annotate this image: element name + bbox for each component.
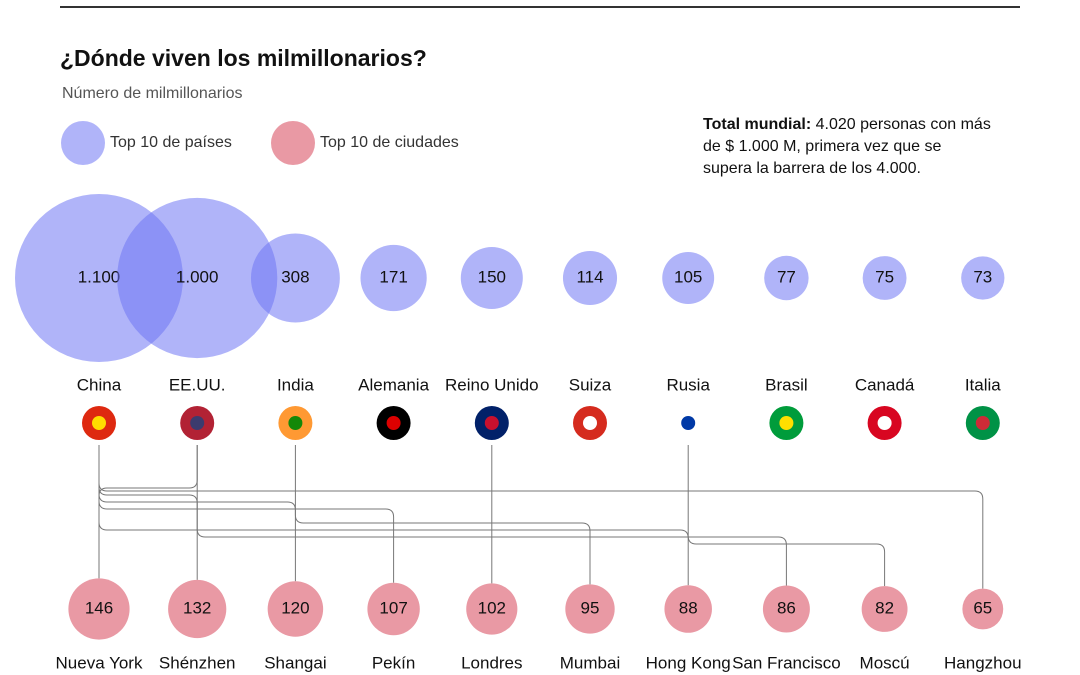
value-label: 120 (281, 598, 309, 617)
value-label: 77 (777, 267, 796, 286)
category-label: Brasil (765, 375, 808, 394)
flag-emblem (583, 416, 597, 430)
value-label: 102 (478, 598, 506, 617)
bubble (367, 582, 420, 636)
bubble (662, 252, 715, 304)
bubble (961, 256, 1005, 300)
bubble (962, 588, 1004, 630)
bubble (764, 255, 809, 301)
category-label: Suiza (569, 375, 612, 394)
legend-label: Top 10 de países (110, 134, 232, 151)
value-label: 308 (281, 267, 309, 286)
value-label: 95 (581, 598, 600, 617)
category-label: Shangai (264, 653, 326, 672)
category-label: Italia (965, 375, 1001, 394)
bubble (250, 233, 340, 323)
value-label: 132 (183, 598, 211, 617)
bubble (862, 256, 907, 300)
bubble (267, 581, 324, 637)
bubble (562, 250, 618, 306)
note-label: Total mundial: (703, 116, 812, 133)
value-label: 105 (674, 267, 702, 286)
flag-emblem (288, 416, 303, 430)
flag (573, 406, 607, 440)
flag-emblem (190, 416, 205, 430)
category-label: Canadá (855, 375, 915, 394)
value-label: 65 (973, 598, 992, 617)
connector (294, 445, 591, 585)
category-label: India (277, 375, 314, 394)
category-label: Hangzhou (944, 653, 1022, 672)
chart-subtitle: Número de milmillonarios (62, 85, 243, 102)
category-label: Hong Kong (646, 653, 731, 672)
connector (196, 445, 787, 586)
bubble (168, 579, 227, 639)
flag (180, 406, 215, 440)
value-label: 1.000 (176, 267, 219, 286)
chart-title: ¿Dónde viven los milmillonarios? (60, 45, 427, 71)
category-label: EE.UU. (169, 375, 226, 394)
value-label: 73 (973, 267, 992, 286)
value-label: 75 (875, 267, 894, 286)
value-label: 82 (875, 598, 894, 617)
connector (98, 445, 198, 579)
value-label: 107 (379, 598, 407, 617)
flag-emblem (975, 416, 990, 430)
legend-swatch (271, 121, 315, 165)
bubble (861, 586, 908, 632)
category-label: Nueva York (56, 653, 143, 672)
flag-emblem (779, 416, 794, 430)
flag (474, 406, 509, 440)
category-label: Moscú (860, 653, 910, 672)
bubble (460, 246, 523, 310)
flag-emblem (92, 416, 106, 430)
flag (671, 406, 706, 440)
category-label: Reino Unido (445, 375, 539, 394)
value-label: 88 (679, 598, 698, 617)
value-label: 171 (379, 267, 407, 286)
note: Total mundial: 4.020 personas con más de… (703, 114, 993, 180)
bubble (68, 578, 130, 640)
value-label: 114 (576, 267, 603, 286)
flag (769, 406, 804, 440)
flag (376, 406, 411, 440)
category-label: Shénzhen (159, 653, 236, 672)
category-label: Rusia (666, 375, 710, 394)
connector (98, 445, 198, 580)
category-label: China (77, 375, 122, 394)
flag (867, 406, 902, 440)
legend-label: Top 10 de ciudades (320, 134, 459, 151)
flag-emblem (386, 416, 401, 430)
value-label: 146 (85, 598, 113, 617)
connector (98, 445, 984, 589)
value-label: 86 (777, 598, 796, 617)
value-label: 1.100 (78, 267, 121, 286)
flag-emblem (681, 416, 696, 430)
connector (98, 445, 395, 583)
category-label: Pekín (372, 653, 415, 672)
flag (965, 406, 1000, 440)
category-label: Mumbai (560, 653, 620, 672)
legend-swatch (61, 121, 105, 165)
note-box: Total mundial: 4.020 personas con más de… (703, 114, 993, 180)
value-label: 150 (478, 267, 506, 286)
category-label: Alemania (358, 375, 429, 394)
bubble (565, 584, 615, 634)
note-text: 4.020 personas con más de $ 1.000 M, pri… (703, 116, 991, 177)
bubble (664, 585, 712, 633)
category-label: San Francisco (732, 653, 841, 672)
flag-emblem (484, 416, 499, 430)
bubble (466, 583, 518, 635)
bubble (117, 197, 278, 359)
bubble (360, 244, 427, 312)
category-label: Londres (461, 653, 522, 672)
flag (82, 406, 116, 440)
bubble (762, 585, 810, 633)
connector (687, 445, 886, 587)
flag (278, 406, 313, 440)
flag-emblem (877, 416, 892, 430)
